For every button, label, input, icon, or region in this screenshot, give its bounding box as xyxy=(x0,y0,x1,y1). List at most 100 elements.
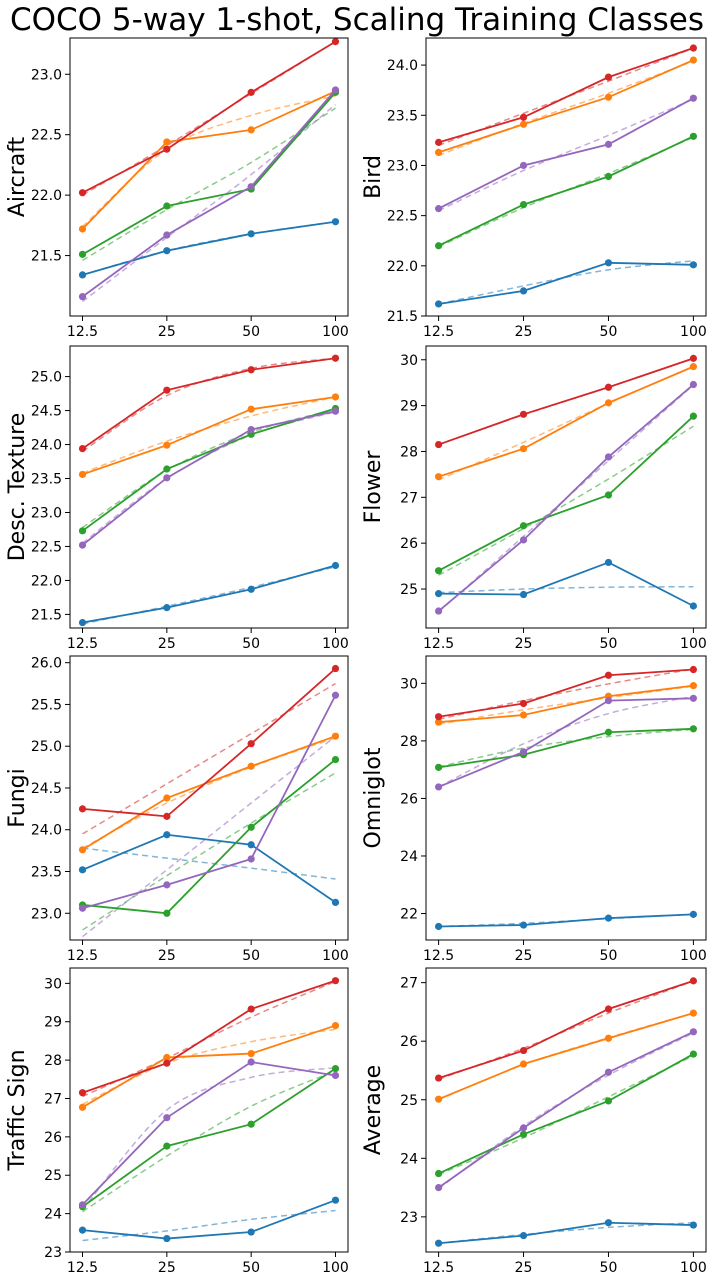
x-tick-label: 50 xyxy=(600,324,618,340)
series-line-green xyxy=(82,758,337,915)
data-point-blue xyxy=(689,602,698,610)
x-tick-label: 25 xyxy=(158,636,176,652)
plot-frame xyxy=(425,967,707,1253)
data-point-red xyxy=(331,38,340,46)
data-point-blue xyxy=(519,921,528,929)
series-line-purple xyxy=(81,410,336,546)
panel-aircraft: 21.5 22.0 22.5 23.0 12.5 25 50 100 Aircraft xyxy=(5,37,349,340)
data-point-purple xyxy=(604,696,613,705)
y-tick-label: 28 xyxy=(44,1053,62,1069)
x-tick-label: 25 xyxy=(515,1260,533,1276)
series-line-purple xyxy=(81,89,337,298)
y-tick-label: 24.5 xyxy=(31,404,62,420)
data-point-purple xyxy=(163,474,171,482)
data-point-green xyxy=(163,1142,171,1150)
data-point-blue xyxy=(604,914,613,922)
fit-curve-purple xyxy=(81,1067,336,1211)
series-line-red xyxy=(82,979,336,1094)
fit-curve-green xyxy=(82,1070,336,1213)
fit-curve-blue xyxy=(438,585,694,594)
data-point-green xyxy=(689,132,698,140)
series-line-orange xyxy=(82,1024,336,1109)
data-point-green xyxy=(163,909,171,917)
plot-frame xyxy=(69,967,349,1253)
panel-average: 23 24 25 26 27 12.5 25 50 100 Average xyxy=(361,967,707,1276)
fit-curve-orange xyxy=(82,95,336,228)
data-point-red xyxy=(604,671,613,679)
data-point-red xyxy=(604,383,613,391)
y-tick-label: 23 xyxy=(400,1210,418,1226)
x-tick-label: 12.5 xyxy=(67,948,98,964)
data-point-red xyxy=(689,44,698,52)
y-tick-label: 30 xyxy=(44,976,62,992)
data-point-orange xyxy=(689,1009,698,1017)
x-tick-label: 25 xyxy=(158,948,176,964)
data-point-blue xyxy=(435,300,443,308)
data-point-orange xyxy=(247,405,255,413)
series-line-red xyxy=(81,357,336,450)
y-axis-label: Aircraft xyxy=(5,136,30,217)
y-tick-label: 24 xyxy=(44,1207,62,1223)
data-point-red xyxy=(247,1005,255,1013)
x-tick-label: 100 xyxy=(322,324,349,340)
series-line-red xyxy=(438,980,694,1079)
data-point-blue xyxy=(331,1196,340,1204)
data-point-blue xyxy=(78,866,87,874)
series-line-orange xyxy=(438,365,694,478)
data-point-purple xyxy=(519,536,528,544)
x-tick-label: 25 xyxy=(515,948,533,964)
data-point-blue xyxy=(163,831,171,839)
y-tick-label: 23.5 xyxy=(31,865,62,881)
data-point-red xyxy=(247,88,255,96)
x-tick-label: 12.5 xyxy=(423,948,454,964)
data-point-blue xyxy=(247,585,255,593)
data-point-red xyxy=(331,354,340,362)
y-tick-label: 22 xyxy=(400,907,418,923)
series-line-red xyxy=(82,667,337,818)
x-tick-label: 25 xyxy=(158,324,176,340)
data-point-red xyxy=(604,73,613,81)
data-point-orange xyxy=(163,441,171,449)
fit-curve-orange xyxy=(438,60,694,157)
y-axis-label: Traffic Sign xyxy=(5,1049,30,1171)
series-line-orange xyxy=(81,90,336,230)
data-point-purple xyxy=(247,1058,255,1066)
data-point-purple xyxy=(435,205,443,213)
data-point-red xyxy=(435,138,443,146)
data-point-purple xyxy=(604,1068,613,1076)
y-tick-label: 29 xyxy=(44,1015,62,1031)
y-tick-label: 26 xyxy=(400,1034,418,1050)
data-point-blue xyxy=(247,841,255,849)
data-point-blue xyxy=(78,1226,87,1234)
data-point-red xyxy=(435,440,443,449)
x-tick-label: 25 xyxy=(515,636,533,652)
x-tick-label: 100 xyxy=(680,636,707,652)
y-tick-label: 25 xyxy=(400,582,418,598)
y-tick-label: 25 xyxy=(44,1168,62,1184)
fit-curve-green xyxy=(82,107,336,262)
y-tick-label: 25 xyxy=(400,1093,418,1109)
data-point-purple xyxy=(78,904,87,912)
y-tick-label: 26.0 xyxy=(31,656,62,672)
data-point-orange xyxy=(163,1053,171,1062)
y-tick-label: 24.0 xyxy=(387,58,418,74)
y-tick-label: 21.5 xyxy=(387,309,418,325)
plot-frame xyxy=(425,37,707,317)
y-tick-label: 25.5 xyxy=(31,697,62,713)
fit-curve-red xyxy=(438,980,694,1080)
data-point-green xyxy=(519,1130,528,1138)
x-tick-label: 25 xyxy=(515,324,533,340)
data-point-green xyxy=(519,200,528,209)
data-point-green xyxy=(689,725,698,733)
data-point-orange xyxy=(604,399,613,407)
fit-curve-purple xyxy=(438,1032,694,1190)
series-line-red xyxy=(438,47,694,144)
data-point-green xyxy=(604,728,613,736)
series-line-purple xyxy=(82,694,337,910)
data-point-orange xyxy=(78,1103,87,1111)
y-tick-label: 23.0 xyxy=(31,67,62,83)
series-line-purple xyxy=(438,383,694,612)
data-point-red xyxy=(163,386,171,394)
data-point-green xyxy=(78,250,87,258)
y-tick-label: 23.0 xyxy=(31,906,62,922)
